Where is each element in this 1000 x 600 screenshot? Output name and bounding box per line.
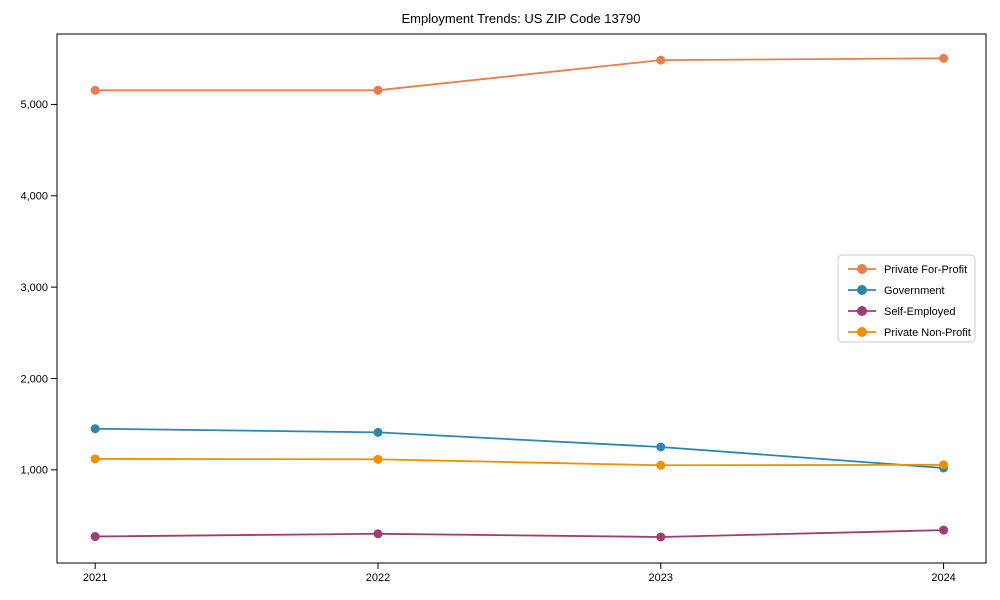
legend-marker-dot: [857, 264, 867, 274]
plot-area: 1,000 2,000 3,000 4,000 5,000 2021 2022 2023 202…: [20, 33, 987, 584]
legend-item-private-non-profit: Private Non-Profit: [848, 327, 971, 339]
legend-item-self-employed: Self-Employed: [848, 306, 956, 318]
series-line-government: [95, 427, 944, 469]
legend-label: Private For-Profit: [884, 264, 967, 276]
series-marker-government: [373, 427, 383, 437]
series-marker-private-for-profit: [939, 53, 949, 63]
series-marker-self-employed: [373, 529, 383, 539]
y-axis-tick-label: 2,000: [20, 373, 48, 385]
series-marker-private-non-profit: [939, 460, 949, 470]
chart-title: Employment Trends: US ZIP Code 13790: [402, 11, 641, 26]
legend-label: Private Non-Profit: [884, 327, 971, 339]
legend-marker-dot: [857, 327, 867, 337]
series-marker-private-non-profit: [90, 454, 100, 464]
legend-marker-dot: [857, 285, 867, 295]
legend-label: Self-Employed: [884, 306, 956, 318]
legend-item-government: Government: [848, 285, 945, 297]
series-line-private-for-profit: [95, 57, 944, 92]
series-marker-government: [656, 442, 666, 452]
y-axis-tick-label: 3,000: [20, 282, 48, 294]
series-marker-self-employed: [656, 532, 666, 542]
x-axis-tick-label: 2024: [931, 572, 955, 584]
series-marker-private-non-profit: [373, 454, 383, 464]
legend-label: Government: [884, 285, 945, 297]
x-axis-tick-label: 2022: [366, 572, 390, 584]
series-marker-private-for-profit: [90, 85, 100, 95]
series-line-private-non-profit: [95, 457, 944, 467]
legend-box: [837, 254, 976, 343]
legend-marker-dot: [857, 306, 867, 316]
y-axis-tick-label: 5,000: [20, 99, 48, 111]
series-line-self-employed: [95, 529, 944, 538]
legend: Private For-Profit Government Self-Employe…: [837, 254, 976, 343]
series-marker-government: [90, 424, 100, 434]
legend-item-private-for-profit: Private For-Profit: [848, 264, 967, 276]
series-marker-self-employed: [90, 532, 100, 542]
series-marker-private-for-profit: [373, 85, 383, 95]
series-marker-self-employed: [939, 525, 949, 535]
series-marker-private-non-profit: [656, 460, 666, 470]
y-axis-tick-label: 1,000: [20, 465, 48, 477]
plot-border: [56, 33, 987, 564]
y-axis-tick-label: 4,000: [20, 191, 48, 203]
x-axis-tick-label: 2023: [649, 572, 673, 584]
series-marker-private-for-profit: [656, 55, 666, 65]
x-axis-tick-label: 2021: [83, 572, 107, 584]
